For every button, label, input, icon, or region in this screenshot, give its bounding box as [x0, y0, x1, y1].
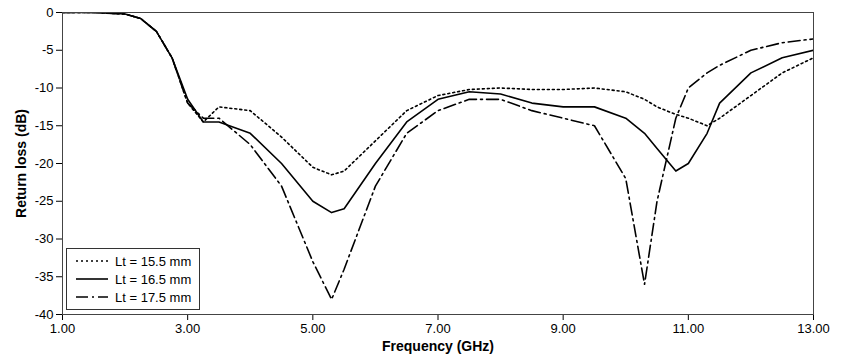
svg-text:Frequency (GHz): Frequency (GHz): [382, 338, 494, 354]
svg-text:-5: -5: [42, 42, 54, 57]
svg-text:-35: -35: [35, 269, 54, 284]
html-text:Lt = 17.5 mm: Lt = 17.5 mm: [115, 289, 192, 305]
svg-text:Return loss (dB): Return loss (dB): [13, 109, 29, 218]
html-text:Lt = 15.5 mm: Lt = 15.5 mm: [115, 253, 192, 269]
svg-text:13.00: 13.00: [797, 321, 830, 336]
svg-text:5.00: 5.00: [300, 321, 325, 336]
svg-text:-10: -10: [35, 80, 54, 95]
svg-text:3.00: 3.00: [175, 321, 200, 336]
html-text:Lt = 16.5 mm: Lt = 16.5 mm: [115, 271, 192, 287]
svg-text:0: 0: [46, 5, 53, 20]
svg-text:-40: -40: [35, 307, 54, 322]
svg-text:11.00: 11.00: [673, 321, 705, 336]
svg-text:-15: -15: [35, 118, 54, 133]
svg-text:-20: -20: [35, 156, 54, 171]
svg-text:-25: -25: [35, 193, 54, 208]
svg-text:-30: -30: [35, 231, 54, 246]
svg-text:1.00: 1.00: [50, 321, 75, 336]
svg-text:9.00: 9.00: [551, 321, 576, 336]
svg-text:7.00: 7.00: [425, 321, 450, 336]
